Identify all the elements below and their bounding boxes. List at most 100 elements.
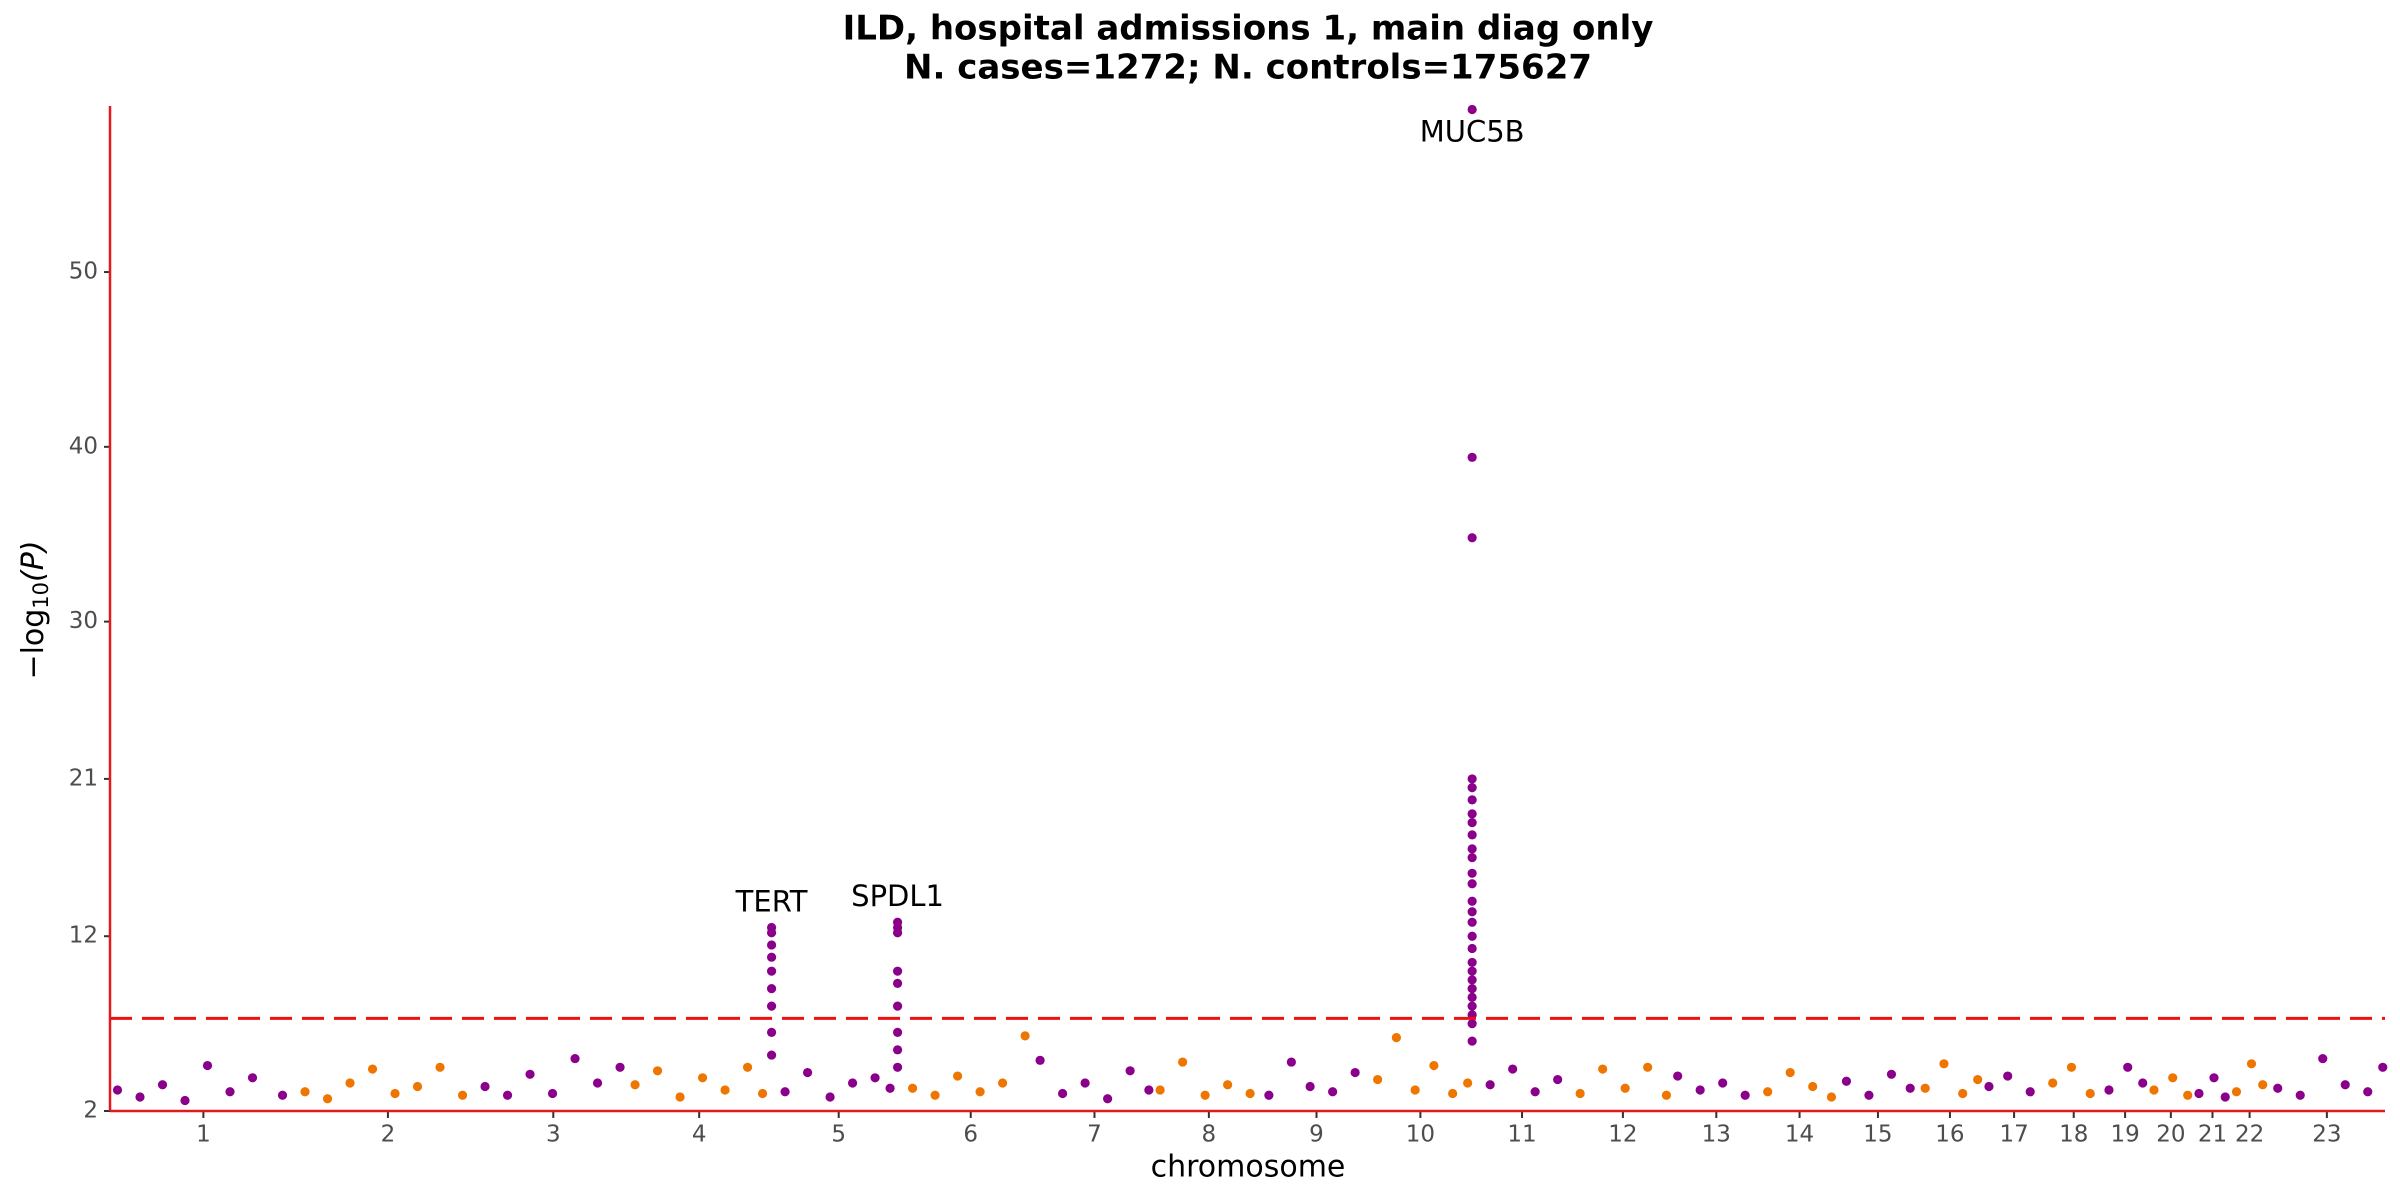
point [757, 1088, 768, 1099]
point [1467, 452, 1477, 462]
x-axis-title: chromosome [1151, 1150, 1346, 1185]
y-tick-label: 2 [83, 1098, 98, 1124]
point [1467, 917, 1477, 927]
point [2085, 1088, 2095, 1099]
point [1984, 1081, 1994, 1092]
chart-title: ILD, hospital admissions 1, main diag on… [843, 9, 1654, 49]
point [2123, 1062, 2133, 1072]
point [2220, 1092, 2230, 1102]
point [1886, 1069, 1897, 1079]
point [1973, 1074, 1983, 1085]
point [1864, 1090, 1874, 1100]
point [1264, 1090, 1274, 1100]
point [2295, 1090, 2305, 1100]
point [675, 1092, 685, 1102]
y-tick-label: 30 [69, 608, 98, 634]
point [1467, 943, 1477, 954]
x-tick-label: 5 [831, 1122, 846, 1148]
point [435, 1062, 445, 1072]
point [1467, 1001, 1477, 1011]
point [2363, 1087, 2373, 1097]
x-tick-label: 7 [1087, 1122, 1102, 1148]
y-axis-title: −log10(P) [16, 540, 54, 679]
point [1467, 809, 1477, 819]
point [112, 1085, 123, 1095]
point [412, 1081, 423, 1092]
point [1508, 1064, 1518, 1074]
point [592, 1078, 603, 1088]
point [1467, 975, 1477, 985]
point [1373, 1074, 1383, 1085]
point [1467, 844, 1477, 854]
x-tick-label: 12 [1608, 1122, 1637, 1148]
point [1286, 1057, 1296, 1067]
x-tick-label: 23 [2312, 1122, 2341, 1148]
point [1467, 104, 1477, 115]
point [525, 1069, 535, 1079]
point [367, 1064, 378, 1074]
point [1305, 1081, 1315, 1092]
point [322, 1094, 333, 1104]
point [1058, 1088, 1068, 1099]
point [892, 1045, 903, 1055]
annotation: SPDL1 [851, 879, 944, 913]
point [2378, 1062, 2388, 1072]
point [630, 1080, 640, 1090]
point [2340, 1080, 2350, 1090]
point [345, 1078, 355, 1088]
point [247, 1073, 258, 1083]
point [225, 1087, 235, 1097]
point [1643, 1062, 1653, 1072]
annotation: MUC5B [1420, 114, 1525, 148]
point [1718, 1078, 1728, 1088]
point [892, 1027, 903, 1037]
x-tick-label: 6 [963, 1122, 978, 1148]
point [1200, 1090, 1210, 1100]
point [2138, 1078, 2148, 1088]
point [1463, 1078, 1473, 1088]
point [1826, 1092, 1837, 1102]
x-tick-label: 8 [1202, 1122, 1217, 1148]
point [1144, 1085, 1154, 1095]
point [1661, 1090, 1672, 1100]
point [1467, 984, 1477, 994]
point [1467, 795, 1477, 805]
point [1553, 1074, 1563, 1085]
x-tick-label: 16 [1935, 1122, 1964, 1148]
point [1125, 1066, 1135, 1076]
point [547, 1088, 558, 1099]
point [1467, 774, 1477, 784]
point [1467, 830, 1477, 840]
point [1448, 1088, 1458, 1099]
point [825, 1092, 835, 1102]
point [780, 1087, 790, 1097]
point [1695, 1085, 1705, 1095]
x-tick-label: 1 [196, 1122, 211, 1148]
point [1740, 1090, 1750, 1100]
point [1958, 1088, 1968, 1099]
point [1245, 1088, 1255, 1099]
point [1620, 1083, 1630, 1093]
point [570, 1053, 580, 1064]
point [2003, 1071, 2013, 1081]
point [2048, 1078, 2058, 1088]
point [975, 1087, 985, 1097]
point [766, 1027, 777, 1037]
point [157, 1080, 168, 1090]
x-tick-label: 22 [2235, 1122, 2264, 1148]
x-tick-label: 21 [2198, 1122, 2227, 1148]
point [892, 928, 903, 938]
x-tick-label: 15 [1863, 1122, 1892, 1148]
point [930, 1090, 940, 1100]
point [1785, 1067, 1795, 1078]
point [2194, 1088, 2204, 1099]
point [1808, 1081, 1818, 1092]
point [457, 1090, 468, 1100]
point [766, 966, 777, 976]
point [997, 1078, 1008, 1088]
point [697, 1073, 708, 1083]
point [2066, 1062, 2077, 1072]
x-tick-label: 2 [381, 1122, 396, 1148]
annotation: TERT [735, 884, 808, 918]
point [1020, 1031, 1030, 1041]
